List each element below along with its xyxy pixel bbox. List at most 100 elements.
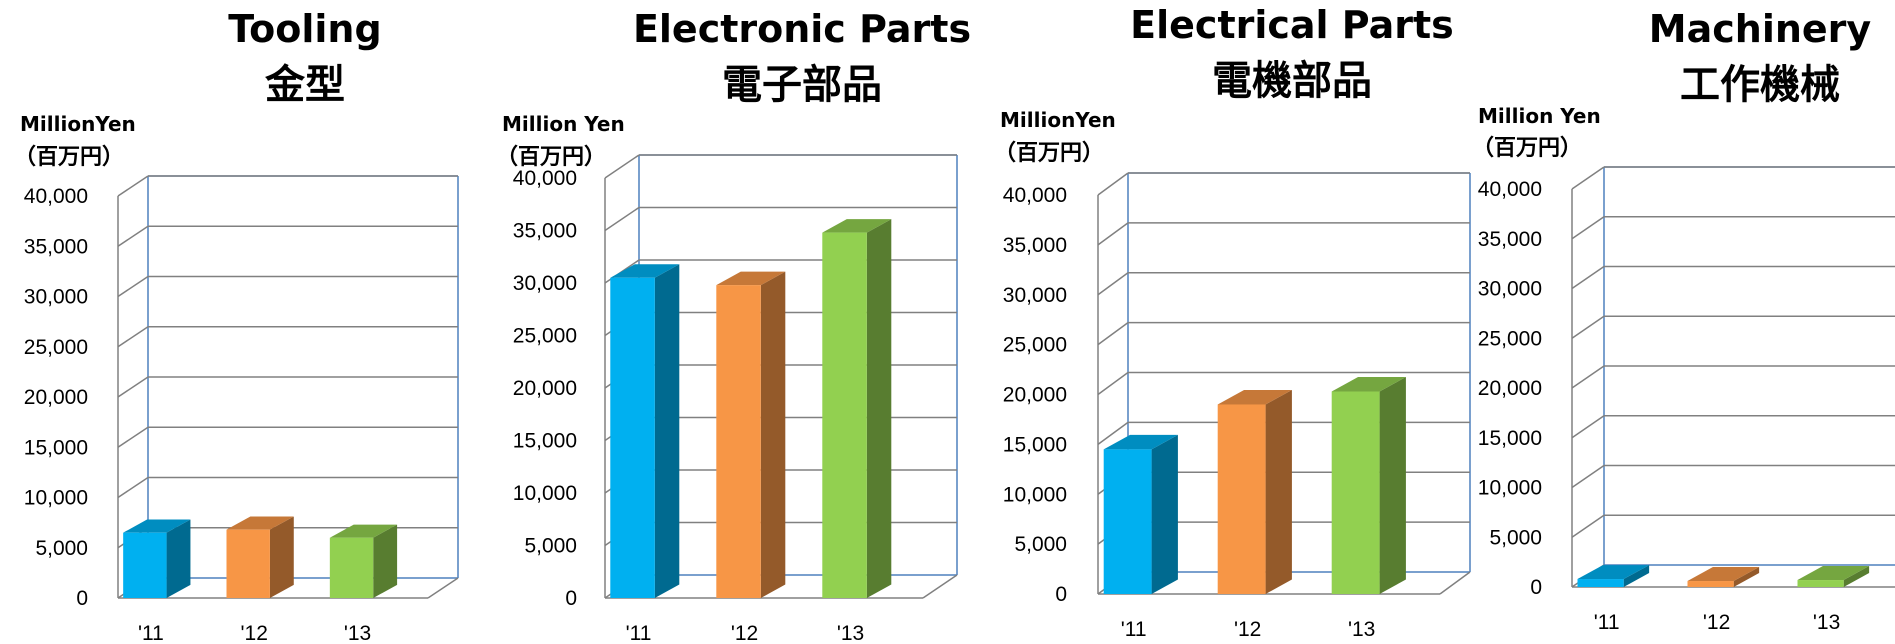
- y-tick-label: 0: [565, 587, 577, 610]
- bar-top: [1797, 566, 1870, 581]
- bar-side: [654, 264, 680, 598]
- bar-top: [610, 264, 680, 278]
- y-axis-unit-label-jp: （百万円）: [14, 145, 124, 170]
- bar-side: [1623, 565, 1650, 587]
- chart-subtitle: 電子部品: [722, 62, 882, 108]
- bar-side: [1379, 377, 1406, 594]
- side-wall-gridline: [1571, 166, 1605, 190]
- side-wall-gridline: [1571, 514, 1605, 538]
- y-tick-label: 0: [1530, 576, 1542, 599]
- side-wall-gridline: [117, 225, 149, 247]
- y-tick-label: 35,000: [1478, 228, 1542, 251]
- y-tick-label: 5,000: [1489, 526, 1542, 549]
- bar-front: [329, 537, 374, 598]
- side-wall-gridline: [1571, 464, 1605, 489]
- side-wall-gridline: [1097, 222, 1129, 246]
- bar-front: [1687, 581, 1734, 587]
- x-tick-label: '12: [1234, 618, 1261, 641]
- y-tick-label: 15,000: [24, 436, 88, 459]
- y-tick-label: 35,000: [1003, 234, 1067, 257]
- x-tick-label: '13: [344, 622, 371, 644]
- bar-12: [226, 516, 294, 598]
- x-tick-label: '11: [1121, 618, 1147, 641]
- bar-front: [1797, 580, 1844, 587]
- y-tick-label: 10,000: [513, 482, 577, 505]
- bar-12: [716, 271, 786, 598]
- floor-right-edge: [1439, 571, 1471, 595]
- bar-11: [1103, 434, 1178, 594]
- bar-top: [716, 271, 786, 286]
- bar-top: [1217, 389, 1292, 405]
- bar-front: [1103, 449, 1152, 594]
- bar-side: [866, 219, 892, 599]
- bar-top: [1331, 377, 1406, 392]
- bar-front: [1577, 579, 1624, 587]
- y-tick-label: 25,000: [1478, 327, 1542, 350]
- side-wall-gridline: [1097, 272, 1129, 296]
- side-wall-gridline: [1097, 421, 1129, 445]
- bar-side: [373, 524, 398, 598]
- y-tick-label: 10,000: [1478, 477, 1542, 500]
- x-tick-label: '12: [731, 622, 758, 644]
- side-wall-gridline: [1571, 216, 1605, 240]
- y-tick-label: 40,000: [1003, 184, 1067, 207]
- y-tick-label: 15,000: [1478, 427, 1542, 450]
- y-tick-label: 30,000: [513, 272, 577, 295]
- y-tick-label: 20,000: [1478, 377, 1542, 400]
- bar-side: [760, 271, 786, 598]
- side-wall-gridline: [1097, 322, 1129, 346]
- bar-side: [166, 519, 191, 598]
- bar-front: [123, 532, 167, 598]
- bar-13: [1331, 377, 1406, 594]
- y-tick-label: 0: [1055, 583, 1067, 606]
- side-wall-gridline: [117, 376, 149, 398]
- y-tick-label: 15,000: [513, 430, 577, 453]
- chart-machinery: Machinery 工作機械 Million Yen （百万円） 0 5,000 10,00…: [1472, 7, 1895, 634]
- bar-top: [822, 219, 892, 233]
- side-wall-gridline: [1571, 315, 1605, 339]
- y-axis-unit-label: MillionYen: [20, 112, 136, 136]
- y-axis-unit-label: MillionYen: [1000, 108, 1116, 132]
- bar-front: [822, 232, 867, 598]
- bar-top: [123, 519, 191, 533]
- x-tick-label: '11: [138, 622, 164, 644]
- y-axis-unit-label: Million Yen: [1478, 104, 1601, 128]
- chart-tooling: Tooling 金型 MillionYen （百万円） 0 5,000 10,000 15,0…: [14, 7, 459, 644]
- y-tick-label: 25,000: [1003, 334, 1067, 357]
- x-tick-label: '13: [1813, 611, 1840, 634]
- x-tick-label: '11: [1594, 611, 1620, 634]
- y-tick-label: 40,000: [1478, 178, 1542, 201]
- side-wall-gridline: [1097, 172, 1129, 196]
- y-tick-label: 30,000: [24, 286, 88, 309]
- side-wall-gridline: [117, 426, 149, 448]
- y-axis-unit-label-jp: （百万円）: [496, 145, 606, 170]
- x-tick-label: '12: [241, 622, 268, 644]
- y-axis-unit-label-jp: （百万円）: [1472, 136, 1582, 161]
- side-wall-gridline: [604, 206, 640, 232]
- y-tick-label: 20,000: [1003, 384, 1067, 407]
- bar-top: [329, 524, 398, 538]
- chart-electrical-parts: Electrical Parts 電機部品 MillionYen （百万円） 0 5,00…: [994, 3, 1471, 641]
- side-wall-gridline: [117, 275, 149, 298]
- x-tick-label: '13: [1348, 618, 1375, 641]
- y-tick-label: 40,000: [513, 167, 577, 190]
- y-axis-unit-label: Million Yen: [502, 112, 625, 136]
- bar-top: [1687, 567, 1760, 582]
- bar-11: [610, 264, 680, 598]
- bar-front: [610, 277, 655, 598]
- floor-right-edge: [427, 577, 459, 599]
- bar-side: [269, 516, 294, 598]
- bar-11: [123, 519, 191, 598]
- bar-12: [1687, 567, 1760, 587]
- chart-title: Electrical Parts: [1130, 3, 1454, 47]
- y-tick-label: 35,000: [513, 220, 577, 243]
- bar-side: [1843, 566, 1870, 587]
- bar-side: [1265, 389, 1292, 594]
- x-tick-label: '11: [626, 622, 652, 644]
- bar-top: [1103, 434, 1178, 450]
- x-tick-label: '13: [837, 622, 864, 644]
- side-wall-gridline: [1571, 365, 1605, 389]
- side-wall-gridline: [1571, 265, 1605, 290]
- side-wall-gridline: [1097, 371, 1129, 396]
